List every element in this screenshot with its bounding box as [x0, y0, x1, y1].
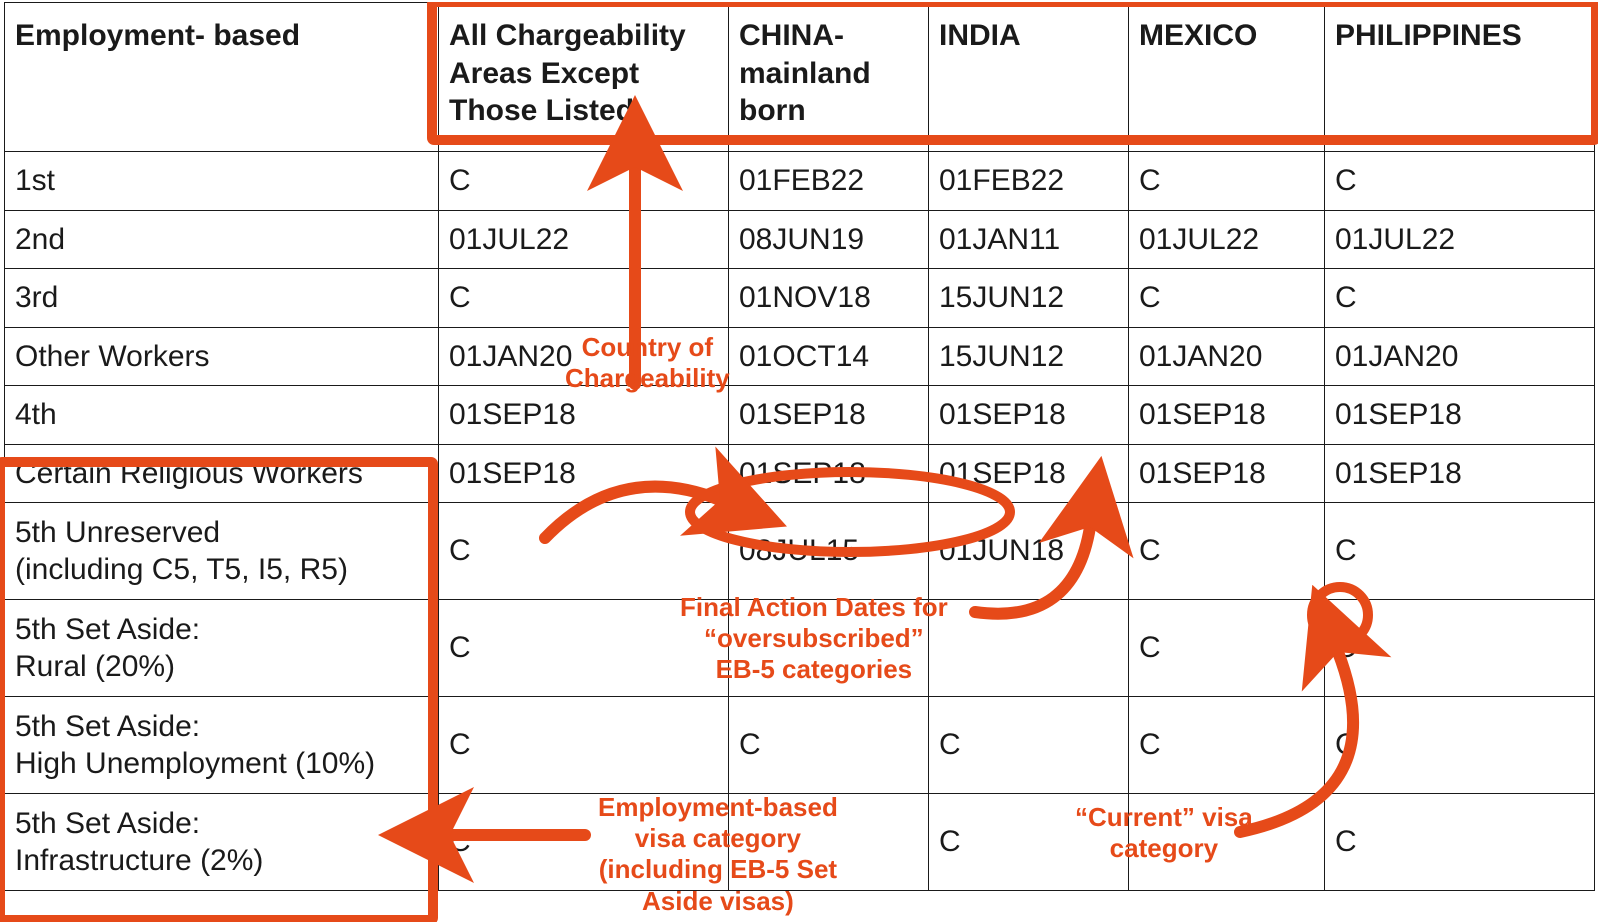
table-cell: 01SEP18 [439, 444, 729, 503]
table-cell: 01SEP18 [729, 444, 929, 503]
table-row: Certain Religious Workers01SEP1801SEP180… [5, 444, 1595, 503]
table-cell: 01SEP18 [1129, 444, 1325, 503]
table-cell: C [1129, 152, 1325, 211]
table-header-row: Employment- based All Chargeability Area… [5, 3, 1595, 152]
table-cell: 01OCT14 [729, 327, 929, 386]
annot-visa-category-label: Employment-based visa category (includin… [598, 792, 838, 917]
table-cell: C [929, 697, 1129, 794]
col-header-mexico: MEXICO [1129, 3, 1325, 152]
row-label: 1st [5, 152, 439, 211]
table-row: 1stC01FEB2201FEB22CC [5, 152, 1595, 211]
table-cell: C [1325, 794, 1595, 891]
table-cell: 01JAN20 [1129, 327, 1325, 386]
table-cell: 08JUN19 [729, 210, 929, 269]
table-cell: 01SEP18 [729, 386, 929, 445]
annot-current-label: “Current” visa category [1075, 802, 1253, 864]
col-header-all-areas: All Chargeability Areas Except Those Lis… [439, 3, 729, 152]
row-label: 3rd [5, 269, 439, 328]
table-cell: C [439, 697, 729, 794]
table-cell: C [729, 697, 929, 794]
table-cell: 01JUL22 [439, 210, 729, 269]
row-label: 4th [5, 386, 439, 445]
table-cell: 15JUN12 [929, 327, 1129, 386]
table-row: 4th01SEP1801SEP1801SEP1801SEP1801SEP18 [5, 386, 1595, 445]
table-row: Other Workers01JAN2001OCT1415JUN1201JAN2… [5, 327, 1595, 386]
table-cell: 08JUL15 [729, 503, 929, 600]
table-cell: 15JUN12 [929, 269, 1129, 328]
table-cell: 01FEB22 [729, 152, 929, 211]
table-cell: 01JAN11 [929, 210, 1129, 269]
table-cell: 01SEP18 [1325, 444, 1595, 503]
table-row: 5th Unreserved (including C5, T5, I5, R5… [5, 503, 1595, 600]
annot-dates-label: Final Action Dates for “oversubscribed” … [680, 592, 948, 686]
table-cell: C [1129, 600, 1325, 697]
table-cell: 01SEP18 [1325, 386, 1595, 445]
table-cell: 01NOV18 [729, 269, 929, 328]
table-cell: 01FEB22 [929, 152, 1129, 211]
visa-bulletin-table: Employment- based All Chargeability Area… [4, 2, 1595, 891]
table-cell: C [1325, 697, 1595, 794]
row-label: Other Workers [5, 327, 439, 386]
table-row: 2nd01JUL2208JUN1901JAN1101JUL2201JUL22 [5, 210, 1595, 269]
table-cell: C [439, 503, 729, 600]
table-cell: C [439, 269, 729, 328]
table-row: 5th Set Aside: High Unemployment (10%)CC… [5, 697, 1595, 794]
table-cell: 01SEP18 [929, 386, 1129, 445]
table-cell: C [1129, 697, 1325, 794]
row-label: Certain Religious Workers [5, 444, 439, 503]
annot-country-label: Country of Chargeability [565, 332, 730, 394]
table-cell: 01SEP18 [1129, 386, 1325, 445]
table-cell: C [439, 152, 729, 211]
table-cell: C [1325, 269, 1595, 328]
row-label: 5th Set Aside: Infrastructure (2%) [5, 794, 439, 891]
table-cell: 01SEP18 [929, 444, 1129, 503]
row-label: 5th Unreserved (including C5, T5, I5, R5… [5, 503, 439, 600]
col-header-india: INDIA [929, 3, 1129, 152]
table-cell: C [1325, 503, 1595, 600]
table-cell: 01JUL22 [1325, 210, 1595, 269]
table-cell: 01JUL22 [1129, 210, 1325, 269]
table-cell: C [1325, 152, 1595, 211]
col-header-category: Employment- based [5, 3, 439, 152]
row-label: 5th Set Aside: High Unemployment (10%) [5, 697, 439, 794]
table-cell: 01JUN18 [929, 503, 1129, 600]
table-cell [929, 600, 1129, 697]
col-header-china: CHINA-mainland born [729, 3, 929, 152]
row-label: 2nd [5, 210, 439, 269]
table-cell: C [1129, 503, 1325, 600]
col-header-philippines: PHILIPPINES [1325, 3, 1595, 152]
table-cell: C [1325, 600, 1595, 697]
table-cell: 01JAN20 [1325, 327, 1595, 386]
table-cell: C [1129, 269, 1325, 328]
row-label: 5th Set Aside: Rural (20%) [5, 600, 439, 697]
table-row: 3rdC01NOV1815JUN12CC [5, 269, 1595, 328]
